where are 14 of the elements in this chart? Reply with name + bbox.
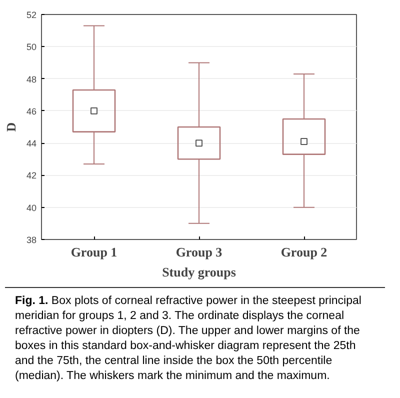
y-tick-label: 38	[26, 235, 37, 245]
y-tick-label: 44	[26, 138, 37, 149]
y-tick-label: 50	[26, 42, 37, 52]
y-tick-label: 42	[26, 170, 37, 181]
y-tick-label: 46	[26, 106, 37, 116]
x-axis-title: Study groups	[162, 264, 236, 280]
x-tick-label: Group 2	[280, 244, 328, 260]
y-tick-label: 48	[26, 74, 37, 84]
x-tick-label: Group 3	[176, 244, 223, 260]
x-tick-label: Group 1	[70, 244, 118, 260]
y-tick-label: 40	[26, 202, 37, 213]
caption: Fig. 1.	[15, 295, 48, 307]
y-axis-title: D	[3, 122, 18, 132]
y-tick-label: 52	[26, 10, 37, 20]
